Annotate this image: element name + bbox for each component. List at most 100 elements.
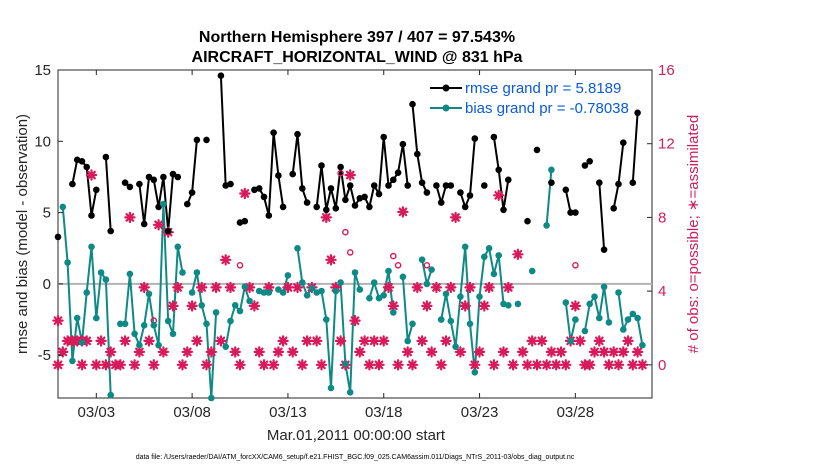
assimilated-marker-stroke (547, 347, 556, 357)
y2-tick-label: 4 (658, 283, 666, 300)
assimilated-count-marker (603, 359, 615, 371)
assimilated-count-marker (282, 281, 294, 294)
bias-point (548, 166, 555, 174)
rmse-line-segment (291, 133, 309, 203)
rmse-points (54, 72, 641, 253)
assimilated-count-marker (363, 359, 376, 371)
bias-line-segment (583, 285, 610, 332)
y-tick-label: 10 (34, 133, 51, 150)
assimilated-marker-stroke (556, 347, 566, 357)
bias-point (528, 267, 536, 275)
x-tick-label: 03/03 (78, 404, 116, 421)
assimilated-marker-stroke (278, 336, 288, 346)
bias-point (461, 243, 469, 251)
bias-point (241, 283, 249, 291)
assimilated-marker-stroke (197, 283, 207, 292)
assimilated-marker-stroke (183, 347, 192, 357)
rmse-point (380, 133, 388, 141)
bias-point (155, 341, 162, 349)
bias-point (212, 309, 220, 316)
legend-bias-label: bias grand pr = -0.78038 (465, 100, 629, 117)
y2-axis-ticks: 0 4 8 12 16 (647, 62, 675, 374)
assimilated-marker-stroke (604, 360, 614, 370)
bias-point (596, 314, 603, 322)
assimilated-marker-stroke (87, 170, 96, 180)
bias-point (299, 279, 306, 286)
x-axis-ticks: 03/03 03/08 03/13 03/18 03/23 03/28 (78, 70, 594, 421)
bias-point (581, 327, 589, 335)
y-tick-label: 15 (34, 62, 51, 79)
assimilated-marker-stroke (638, 360, 647, 370)
assimilated-count-marker (253, 346, 265, 358)
y-tick-label: 5 (43, 205, 51, 222)
assimilated-marker-stroke (211, 283, 221, 292)
assimilated-count-marker (560, 359, 572, 371)
rmse-line-segment (104, 156, 112, 232)
bias-point (514, 300, 522, 308)
assimilated-marker-stroke (441, 336, 451, 346)
assimilated-marker-stroke (206, 347, 216, 357)
rmse-point (466, 192, 474, 199)
bias-point (423, 280, 431, 288)
assimilated-marker-stroke (460, 301, 470, 311)
assimilated-marker-stroke (317, 360, 326, 370)
assimilated-count-marker (598, 346, 610, 358)
assimilated-count-marker (186, 300, 198, 312)
x-tick-label: 03/18 (365, 404, 403, 421)
assimilated-count-marker (152, 219, 165, 231)
rmse-point (586, 158, 593, 165)
rmse-point (548, 179, 555, 186)
legend-rmse-label: rmse grand pr = 5.8189 (465, 80, 621, 97)
bias-point (428, 266, 435, 274)
assimilated-count-marker (320, 211, 332, 224)
assimilated-marker-stroke (250, 301, 259, 311)
assimilated-count-marker (358, 335, 371, 347)
bias-point (342, 360, 349, 368)
bias-point (457, 293, 464, 301)
rmse-point (227, 180, 234, 188)
assimilated-marker-stroke (221, 255, 230, 265)
possible-count-marker (342, 228, 349, 236)
bias-point (193, 269, 201, 276)
assimilated-marker-stroke (173, 283, 183, 292)
assimilated-count-marker (440, 335, 452, 347)
bias-point (93, 314, 100, 322)
assimilated-marker-stroke (465, 283, 475, 292)
rmse-point (596, 179, 603, 186)
bias-point (543, 222, 550, 229)
assimilated-marker-stroke (456, 347, 465, 357)
bias-point (370, 279, 378, 286)
rmse-point (461, 203, 469, 211)
rmse-point (241, 217, 249, 225)
rmse-point (332, 205, 340, 212)
assimilated-marker-stroke (508, 360, 518, 370)
assimilated-marker-stroke (412, 283, 422, 292)
bias-point (351, 269, 359, 276)
assimilated-count-marker (325, 254, 337, 266)
assimilated-count-marker (469, 359, 481, 371)
assimilated-count-marker (205, 346, 217, 358)
bias-point (418, 256, 426, 264)
bias-point (447, 317, 455, 325)
assimilated-count-marker (191, 335, 203, 347)
bias-point (179, 269, 186, 276)
assimilated-count-marker (85, 169, 98, 181)
assimilated-count-marker (612, 359, 625, 371)
rmse-point (150, 176, 158, 184)
bias-point (591, 293, 598, 301)
bias-point (222, 343, 229, 351)
rmse-line-segment (411, 104, 428, 194)
assimilated-count-marker (516, 346, 529, 358)
y-tick-label: 0 (43, 276, 51, 293)
assimilated-count-marker (210, 281, 222, 294)
assimilated-marker-stroke (178, 360, 187, 370)
rmse-point (375, 190, 383, 198)
rmse-point (337, 163, 344, 171)
rmse-point (390, 176, 397, 184)
assimilated-marker-stroke (106, 347, 116, 357)
rmse-point (634, 109, 641, 117)
x-tick-label: 03/08 (173, 404, 211, 421)
rmse-point (610, 205, 617, 212)
rmse-line-segment (71, 158, 98, 217)
assimilated-count-marker (478, 300, 490, 312)
